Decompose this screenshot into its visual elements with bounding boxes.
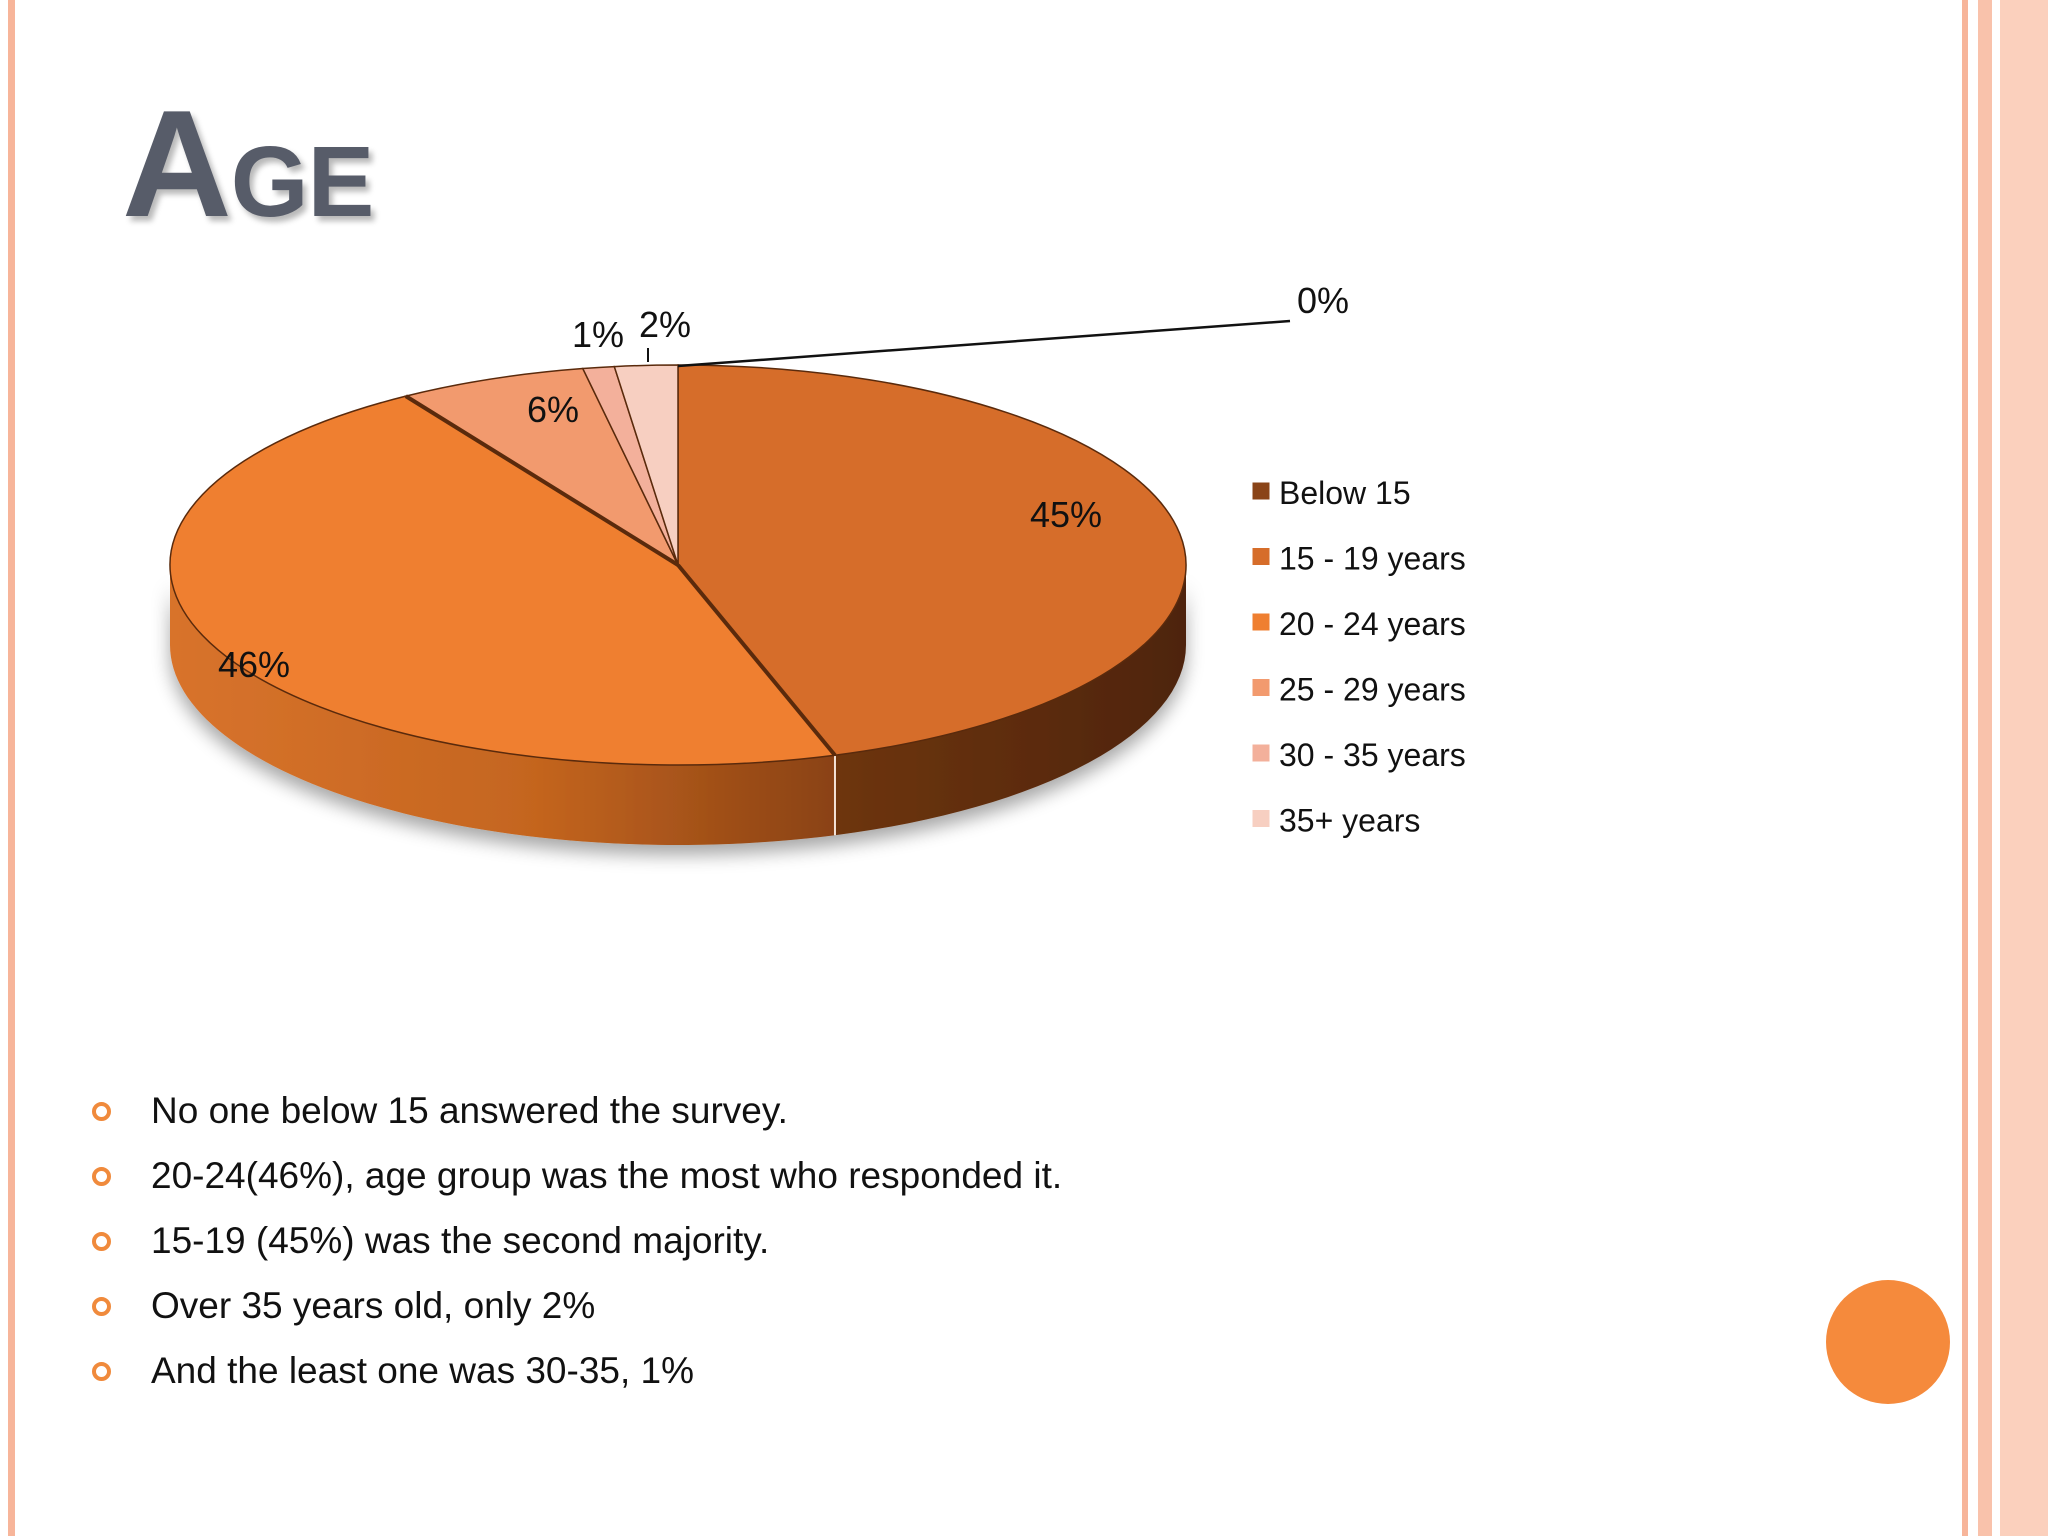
pie-data-label: 0% xyxy=(1297,280,1349,321)
pie-slice-side xyxy=(834,565,1186,836)
pie-data-label: 1% xyxy=(572,314,624,355)
pie-data-label: 46% xyxy=(218,644,290,685)
decorative-circle xyxy=(1826,1280,1950,1404)
slide-border-right-wide xyxy=(1978,0,1992,1536)
pie-data-label: 45% xyxy=(1030,494,1102,535)
slide-title: AGE xyxy=(122,88,374,240)
findings-list: No one below 15 answered the survey. 20-… xyxy=(92,1078,1062,1403)
list-item: 15-19 (45%) was the second majority. xyxy=(92,1208,1062,1273)
legend-swatch xyxy=(1251,809,1271,828)
bullet-circle-icon xyxy=(92,1297,111,1316)
slide-title-rest: GE xyxy=(230,126,374,238)
bullet-text: And the least one was 30-35, 1% xyxy=(151,1350,695,1391)
bullet-text: Over 35 years old, only 2% xyxy=(151,1285,596,1326)
bullet-circle-icon xyxy=(92,1167,111,1186)
pie-slice xyxy=(677,364,1187,757)
legend-swatch xyxy=(1251,547,1271,566)
list-item: And the least one was 30-35, 1% xyxy=(92,1338,1062,1403)
pie-data-label: 2% xyxy=(639,304,691,345)
list-item: No one below 15 answered the survey. xyxy=(92,1078,1062,1143)
bullet-text: 20-24(46%), age group was the most who r… xyxy=(151,1155,1063,1196)
pie-slice-divider xyxy=(404,394,680,567)
pie-slice-side xyxy=(170,565,835,845)
legend-label: 30 - 35 years xyxy=(1279,737,1466,773)
list-item: Over 35 years old, only 2% xyxy=(92,1273,1062,1338)
slide-border-left xyxy=(8,0,15,1536)
bullet-text: No one below 15 answered the survey. xyxy=(151,1090,788,1131)
list-item: 20-24(46%), age group was the most who r… xyxy=(92,1143,1062,1208)
legend-swatch xyxy=(1251,481,1271,501)
slide-border-right-thin xyxy=(1962,0,1968,1536)
slide-border-right-outer xyxy=(2000,0,2048,1536)
pie-slice xyxy=(169,395,837,766)
age-pie-chart: 0% 45% 46% 6% 1% 2% Below 15 15 - 19 years 20 -… xyxy=(169,280,1466,845)
legend-label: 35+ years xyxy=(1279,803,1420,839)
legend-swatch xyxy=(1251,678,1271,697)
legend-label: 25 - 29 years xyxy=(1279,672,1466,708)
legend-swatch xyxy=(1251,612,1271,632)
legend-label: Below 15 xyxy=(1279,475,1411,511)
bullet-circle-icon xyxy=(92,1102,111,1121)
bullet-circle-icon xyxy=(92,1232,111,1251)
legend-label: 15 - 19 years xyxy=(1279,541,1466,577)
pie-leader-line xyxy=(677,319,1291,368)
pie-data-label: 6% xyxy=(527,389,579,430)
legend-label: 20 - 24 years xyxy=(1279,606,1466,642)
bullet-circle-icon xyxy=(92,1362,111,1381)
pie-slice-divider xyxy=(676,563,837,757)
slide-title-first-letter: A xyxy=(122,79,232,249)
pie-slice xyxy=(403,367,680,568)
bullet-text: 15-19 (45%) was the second majority. xyxy=(151,1220,770,1261)
legend-swatch xyxy=(1251,743,1271,763)
